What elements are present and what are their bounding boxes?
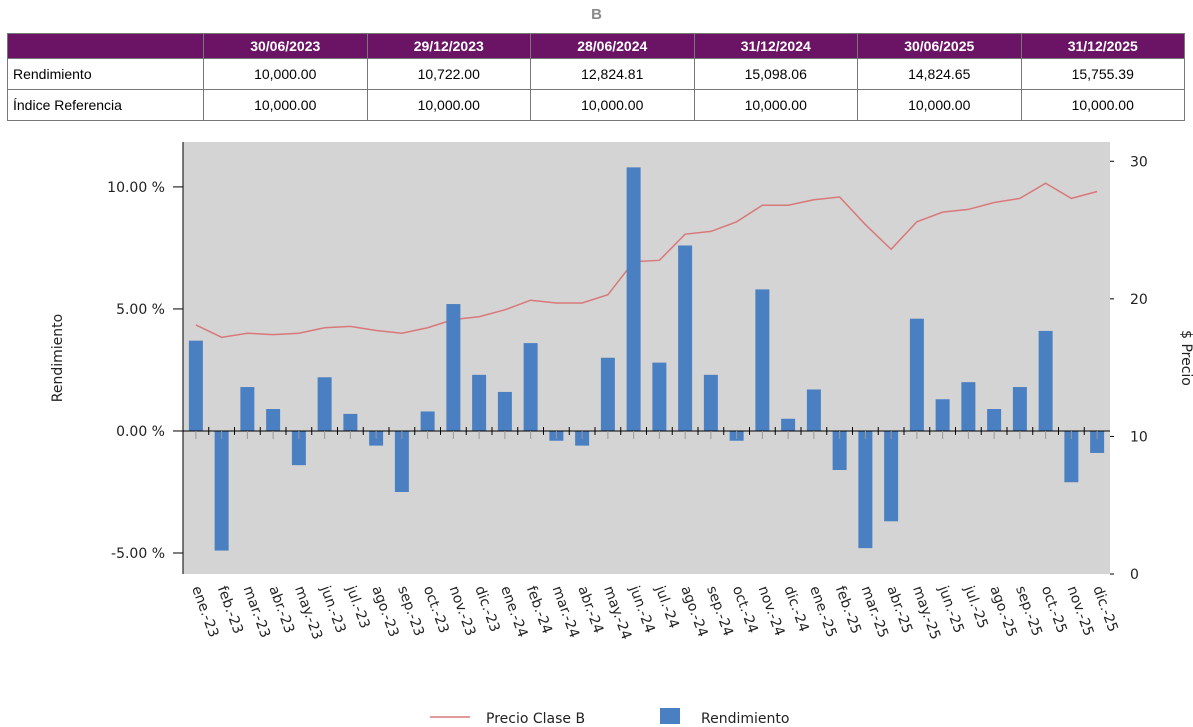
bar bbox=[987, 409, 1002, 431]
cell: 10,000.00 bbox=[366, 89, 531, 121]
bar bbox=[652, 362, 667, 431]
bar bbox=[884, 430, 899, 522]
row-label: Índice Referencia bbox=[7, 89, 204, 121]
corner bbox=[7, 33, 204, 59]
bar bbox=[240, 387, 255, 431]
y2-axis-label: $ Precio bbox=[1178, 330, 1193, 386]
bar bbox=[703, 374, 718, 431]
plot-area bbox=[183, 142, 1110, 574]
y2-tick-label: 10 bbox=[1130, 429, 1148, 445]
cell: 10,000.00 bbox=[530, 89, 695, 121]
bar bbox=[394, 430, 409, 492]
cell: 10,000.00 bbox=[203, 89, 368, 121]
table-row: Rendimiento 10,000.00 10,722.00 12,824.81 15… bbox=[7, 58, 1185, 90]
column-header: 30/06/2025 bbox=[857, 33, 1022, 59]
bar bbox=[420, 411, 435, 431]
cell: 10,000.00 bbox=[857, 89, 1022, 121]
column-header: 31/12/2025 bbox=[1020, 33, 1185, 59]
cell: 10,722.00 bbox=[366, 58, 531, 90]
chart: -5.00 % 0.00 % 5.00 % 10.00 % 0 10 20 30 Rendimi… bbox=[50, 142, 1193, 727]
bar bbox=[935, 399, 950, 431]
bar bbox=[755, 289, 770, 431]
bar bbox=[214, 430, 229, 551]
y2-tick-label: 20 bbox=[1130, 292, 1148, 308]
column-header: 29/12/2023 bbox=[366, 33, 531, 59]
bar bbox=[317, 377, 332, 431]
bar bbox=[961, 382, 976, 431]
cell: 10,000.00 bbox=[693, 89, 858, 121]
table-row: Índice Referencia 10,000.00 10,000.00 10,00… bbox=[7, 89, 1185, 121]
bar bbox=[909, 318, 924, 431]
bar bbox=[832, 430, 847, 471]
cell: 10,000.00 bbox=[203, 58, 368, 90]
y-axis-label: Rendimiento bbox=[50, 314, 66, 402]
bar bbox=[678, 245, 693, 431]
bar bbox=[806, 389, 821, 431]
cell: 15,098.06 bbox=[693, 58, 858, 90]
y-tick-label: 5.00 % bbox=[116, 302, 165, 318]
bar bbox=[1038, 330, 1053, 431]
bar bbox=[1090, 430, 1105, 453]
column-header: 31/12/2024 bbox=[693, 33, 858, 59]
cell: 10,000.00 bbox=[1020, 89, 1185, 121]
summary-table: 30/06/2023 29/12/2023 28/06/2024 31/12/2024… bbox=[7, 33, 1185, 121]
y2-tick-label: 30 bbox=[1130, 154, 1148, 170]
legend-label: Rendimiento bbox=[701, 711, 789, 727]
bar bbox=[626, 167, 641, 431]
y-tick-label: 0.00 % bbox=[116, 424, 165, 440]
y-tick-label: 10.00 % bbox=[107, 180, 165, 196]
bar bbox=[497, 391, 512, 431]
section-title: B bbox=[591, 6, 602, 23]
bar bbox=[343, 413, 358, 431]
bar bbox=[858, 430, 873, 549]
legend-label: Precio Clase B bbox=[486, 711, 585, 727]
bar bbox=[1064, 430, 1079, 483]
bar bbox=[1012, 387, 1027, 431]
price-line bbox=[195, 182, 1098, 339]
bar bbox=[523, 343, 538, 431]
bar bbox=[266, 409, 281, 431]
cell: 14,824.65 bbox=[857, 58, 1022, 90]
bar bbox=[472, 374, 487, 431]
bar bbox=[291, 430, 306, 466]
cell: 15,755.39 bbox=[1020, 58, 1185, 90]
legend-swatch bbox=[660, 708, 680, 724]
cell: 12,824.81 bbox=[530, 58, 695, 90]
column-header: 30/06/2023 bbox=[203, 33, 368, 59]
y2-tick-label: 0 bbox=[1130, 567, 1139, 583]
bar bbox=[600, 357, 615, 431]
row-label: Rendimiento bbox=[7, 58, 204, 90]
column-header: 28/06/2024 bbox=[530, 33, 695, 59]
bar bbox=[781, 418, 796, 431]
bar bbox=[188, 340, 203, 431]
bar bbox=[446, 304, 461, 431]
y-tick-label: -5.00 % bbox=[111, 546, 165, 562]
table-header: 30/06/2023 29/12/2023 28/06/2024 31/12/2024… bbox=[7, 33, 1185, 59]
